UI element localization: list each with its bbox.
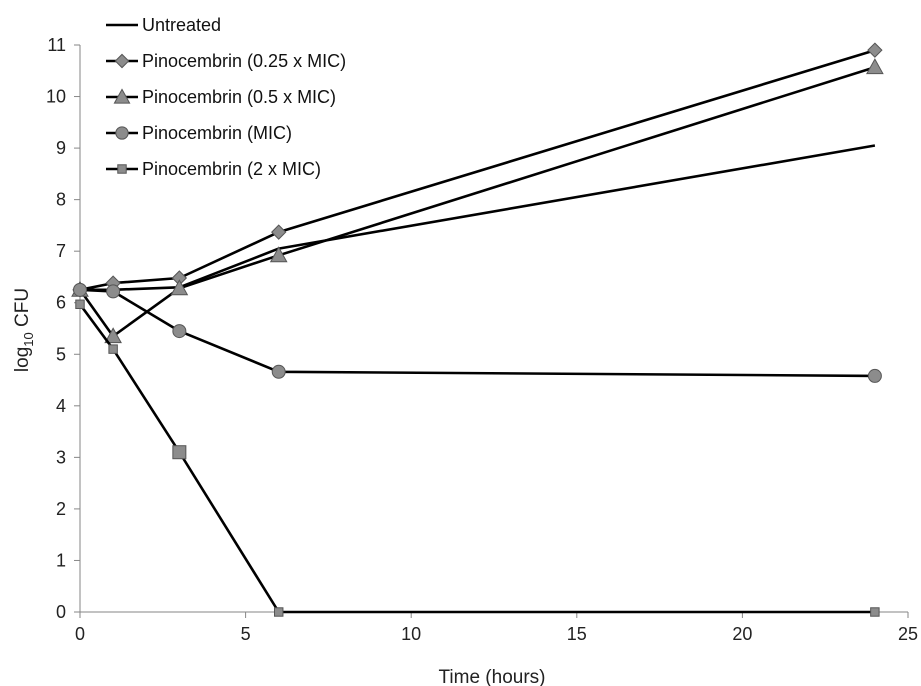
y-axis-title-rest: CFU bbox=[12, 288, 33, 332]
y-tick-label: 9 bbox=[56, 138, 66, 158]
data-point bbox=[867, 368, 882, 383]
data-point bbox=[172, 445, 187, 460]
y-tick-label: 3 bbox=[56, 447, 66, 467]
data-point bbox=[866, 58, 884, 75]
x-tick-label: 20 bbox=[732, 624, 752, 644]
data-point bbox=[75, 299, 85, 309]
data-point bbox=[170, 279, 189, 296]
y-tick-label: 6 bbox=[56, 293, 66, 313]
series-5 bbox=[75, 299, 880, 617]
legend-marker bbox=[115, 126, 129, 140]
legend-item-3: Pinocembrin (0.5 x MIC) bbox=[106, 87, 336, 107]
data-point bbox=[108, 344, 118, 354]
y-axis-title-main: log bbox=[12, 347, 33, 372]
data-point bbox=[271, 224, 287, 240]
legend: Untreated Pinocembrin (0.25 x MIC) Pinocem… bbox=[106, 15, 346, 179]
y-tick-label: 0 bbox=[56, 602, 66, 622]
data-point bbox=[269, 246, 288, 263]
x-tick-label: 15 bbox=[567, 624, 587, 644]
legend-item-2: Pinocembrin (0.25 x MIC) bbox=[106, 51, 346, 71]
legend-label: Pinocembrin (MIC) bbox=[142, 123, 292, 143]
y-tick-label: 8 bbox=[56, 190, 66, 210]
legend-marker bbox=[117, 164, 127, 174]
x-tick-label: 25 bbox=[898, 624, 918, 644]
axes: 0 1 2 3 4 5 6 7 8 9 10 11 0 5 10 15 20 25 bbox=[46, 35, 918, 644]
data-point bbox=[867, 42, 883, 58]
x-tick-label: 5 bbox=[241, 624, 251, 644]
legend-item-4: Pinocembrin (MIC) bbox=[106, 123, 292, 143]
data-point bbox=[106, 284, 121, 299]
legend-marker bbox=[114, 53, 130, 69]
y-axis-title: log10 CFU bbox=[12, 288, 36, 372]
y-tick-label: 5 bbox=[56, 344, 66, 364]
series-4 bbox=[73, 282, 882, 383]
legend-label: Pinocembrin (0.5 x MIC) bbox=[142, 87, 336, 107]
legend-label: Pinocembrin (2 x MIC) bbox=[142, 159, 321, 179]
data-point bbox=[172, 324, 187, 339]
x-tick-label: 0 bbox=[75, 624, 85, 644]
y-tick-label: 11 bbox=[47, 35, 66, 55]
y-axis-title-sub: 10 bbox=[21, 332, 36, 346]
y-tick-label: 4 bbox=[56, 396, 66, 416]
data-point bbox=[271, 364, 286, 379]
y-tick-label: 2 bbox=[56, 499, 66, 519]
legend-item-5: Pinocembrin (2 x MIC) bbox=[106, 159, 321, 179]
legend-marker bbox=[113, 88, 131, 104]
data-point bbox=[104, 327, 122, 344]
y-tick-label: 10 bbox=[46, 87, 66, 107]
legend-item-1: Untreated bbox=[106, 15, 221, 35]
y-tick-label: 7 bbox=[56, 241, 66, 261]
series-layer bbox=[71, 42, 884, 617]
series-line bbox=[79, 288, 875, 378]
series-line bbox=[78, 65, 876, 338]
legend-label: Untreated bbox=[142, 15, 221, 35]
x-axis-title: Time (hours) bbox=[439, 667, 546, 686]
data-point bbox=[73, 282, 87, 297]
data-point bbox=[273, 607, 284, 617]
x-tick-label: 10 bbox=[401, 624, 421, 644]
series-line bbox=[78, 303, 875, 614]
y-tick-label: 1 bbox=[56, 550, 66, 570]
legend-label: Pinocembrin (0.25 x MIC) bbox=[142, 51, 346, 71]
data-point bbox=[870, 607, 880, 617]
